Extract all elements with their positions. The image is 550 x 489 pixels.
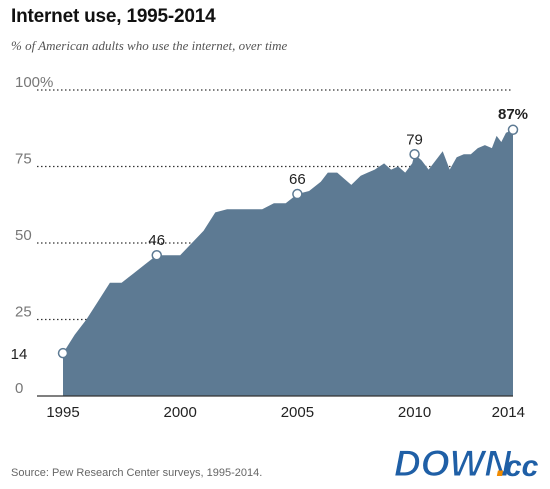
data-label: 79	[406, 131, 423, 148]
data-label: 46	[148, 232, 165, 249]
data-point-marker	[57, 347, 69, 359]
watermark-main-text: DOWN	[394, 443, 512, 483]
watermark-suffix: cc	[505, 450, 539, 483]
data-label: 66	[289, 171, 306, 188]
watermark-dot: .	[496, 443, 506, 483]
data-point-marker	[507, 124, 519, 136]
y-tick-label: 0	[15, 380, 23, 397]
chart-subtitle: % of American adults who use the interne…	[11, 38, 288, 53]
data-point-marker	[292, 188, 303, 200]
data-label: 87%	[498, 106, 528, 123]
y-tick-label: 25	[15, 304, 32, 321]
internet-use-area	[63, 129, 513, 397]
x-tick-label: 1995	[46, 404, 79, 421]
y-tick-label: 100%	[15, 74, 53, 91]
data-point-marker	[151, 249, 162, 261]
y-tick-label: 50	[15, 227, 32, 244]
x-tick-label: 2000	[164, 404, 197, 421]
x-tick-label: 2010	[398, 404, 431, 421]
data-point-marker	[409, 149, 420, 160]
y-tick-label: 75	[15, 151, 32, 168]
source-note: Source: Pew Research Center surveys, 199…	[11, 467, 263, 479]
x-tick-label: 2005	[281, 404, 314, 421]
data-label: 14	[11, 346, 28, 363]
x-tick-label: 2014	[492, 404, 525, 421]
down-cc-watermark-logo: DOWN . cc	[390, 441, 544, 483]
chart-title: Internet use, 1995-2014	[11, 6, 216, 27]
